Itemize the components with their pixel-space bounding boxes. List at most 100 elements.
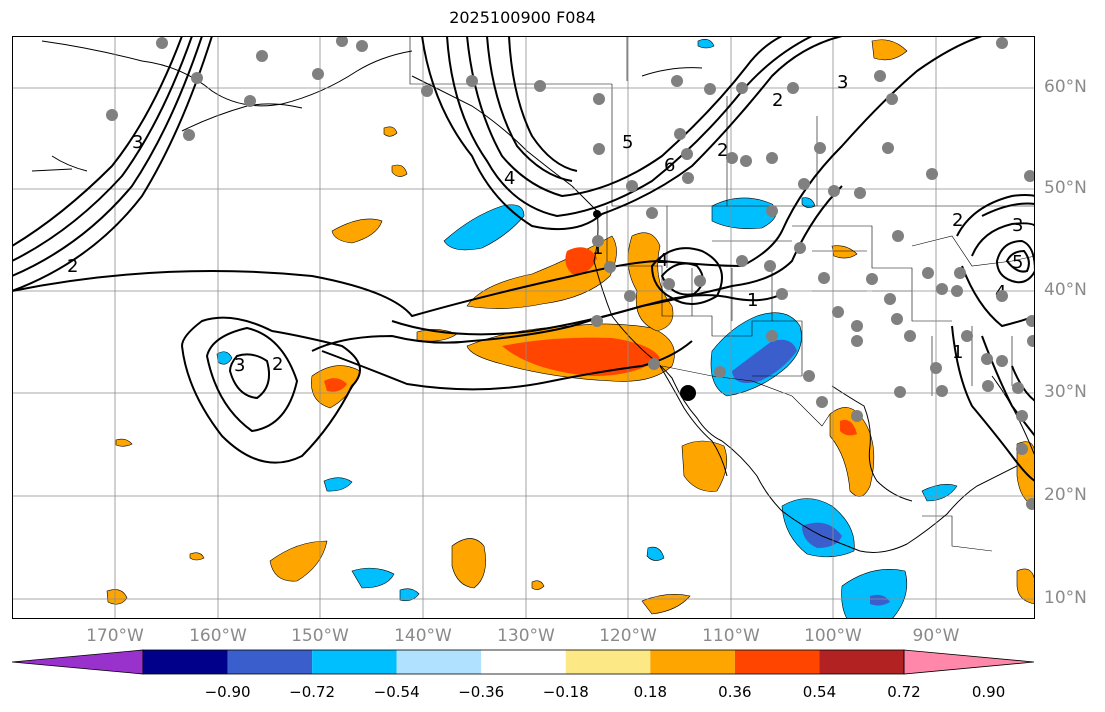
- station-marker: [951, 285, 963, 297]
- station-marker: [996, 290, 1008, 302]
- lon-label: 140°W: [394, 626, 452, 646]
- political-borders: [409, 36, 1035, 552]
- station-marker: [894, 386, 906, 398]
- station-marker: [922, 267, 934, 279]
- contour-label: 4: [504, 168, 515, 189]
- station-marker: [851, 335, 863, 347]
- station-marker: [981, 353, 993, 365]
- station-markers: [106, 36, 1035, 510]
- station-marker: [1012, 382, 1024, 394]
- station-marker: [764, 260, 776, 272]
- station-marker: [828, 185, 840, 197]
- station-marker: [851, 320, 863, 332]
- station-marker: [1016, 410, 1028, 422]
- colorbar-cell: [227, 650, 313, 674]
- station-marker: [904, 330, 916, 342]
- highlight-station-marker: [680, 385, 696, 401]
- colorbar-cell: [481, 650, 566, 674]
- colorbar-tick-label: −0.18: [542, 683, 589, 701]
- station-marker: [891, 313, 903, 325]
- station-marker: [1016, 443, 1028, 455]
- station-marker: [930, 362, 942, 374]
- station-marker: [818, 272, 830, 284]
- colorbar-tick-label: 0.18: [633, 683, 668, 701]
- map-panel: 2 3 2 1 2 3 4 5 6 1 2 3 4 1 2 3 4 5: [12, 36, 1035, 619]
- station-marker: [646, 207, 658, 219]
- contour-label: 1: [952, 342, 963, 363]
- station-marker: [776, 288, 788, 300]
- station-marker: [926, 168, 938, 180]
- lon-label: 100°W: [804, 626, 862, 646]
- station-marker: [766, 152, 778, 164]
- station-marker: [954, 267, 966, 279]
- station-marker: [936, 283, 948, 295]
- station-marker: [1026, 498, 1035, 510]
- colorbar-cell: [312, 650, 397, 674]
- lon-label: 130°W: [497, 626, 555, 646]
- station-marker: [886, 93, 898, 105]
- lon-label: 120°W: [599, 626, 657, 646]
- map-frame: [12, 36, 1035, 619]
- lat-label: 30°N: [1044, 382, 1087, 402]
- lat-label: 10°N: [1044, 588, 1087, 608]
- contour-label: 3: [1012, 215, 1023, 236]
- station-marker: [874, 70, 886, 82]
- station-marker: [936, 385, 948, 397]
- station-marker: [803, 370, 815, 382]
- station-marker: [256, 50, 268, 62]
- station-marker: [671, 75, 683, 87]
- small-station-marker: [593, 210, 601, 218]
- station-marker: [674, 128, 686, 140]
- gridlines: [12, 36, 1035, 619]
- station-marker: [1027, 335, 1035, 347]
- station-marker: [593, 143, 605, 155]
- lat-label: 60°N: [1044, 77, 1087, 97]
- station-marker: [854, 187, 866, 199]
- contour-label: 5: [622, 132, 633, 153]
- colorbar-tick-label: 0.72: [887, 683, 921, 701]
- contour-label: 3: [132, 132, 143, 153]
- station-marker: [851, 410, 863, 422]
- colorbar-cell: [734, 650, 820, 674]
- contour-label: 2: [272, 354, 283, 375]
- station-marker: [892, 230, 904, 242]
- colorbar-tick-label: 0.54: [802, 683, 837, 701]
- station-marker: [604, 261, 616, 273]
- contour-label: 2: [772, 90, 783, 111]
- station-marker: [534, 80, 546, 92]
- station-marker: [884, 293, 896, 305]
- station-marker: [766, 330, 778, 342]
- colorbar-tick-label: 0.36: [718, 683, 752, 701]
- station-marker: [704, 83, 716, 95]
- station-marker: [191, 72, 203, 84]
- colorbar-tick-label: −0.90: [204, 683, 251, 701]
- contour-label: 4: [657, 250, 668, 271]
- map-background: [12, 36, 1035, 619]
- station-marker: [736, 82, 748, 94]
- colorbar-frame: [142, 649, 905, 675]
- station-marker: [694, 275, 706, 287]
- station-marker: [421, 85, 433, 97]
- station-marker: [866, 273, 878, 285]
- contour-label: 6: [664, 155, 675, 176]
- station-marker: [626, 180, 638, 192]
- lon-label: 170°W: [86, 626, 144, 646]
- coastlines: [31, 40, 1035, 553]
- station-marker: [794, 242, 806, 254]
- lat-label: 50°N: [1044, 178, 1087, 198]
- station-marker: [356, 40, 368, 52]
- contour-label: 5: [1012, 252, 1023, 273]
- colorbar-extend-high: [903, 649, 1035, 675]
- station-marker: [736, 255, 748, 267]
- contour-label: 3: [234, 355, 245, 376]
- colorbar: [12, 649, 1035, 675]
- contour-label: 1: [592, 238, 603, 259]
- lat-label: 40°N: [1044, 280, 1087, 300]
- station-marker: [593, 93, 605, 105]
- station-marker: [466, 75, 478, 87]
- lon-label: 160°W: [189, 626, 247, 646]
- contour-label: 3: [837, 72, 848, 93]
- colorbar-cell: [396, 650, 482, 674]
- colorbar-tick-label: −0.54: [373, 683, 420, 701]
- station-marker: [961, 330, 973, 342]
